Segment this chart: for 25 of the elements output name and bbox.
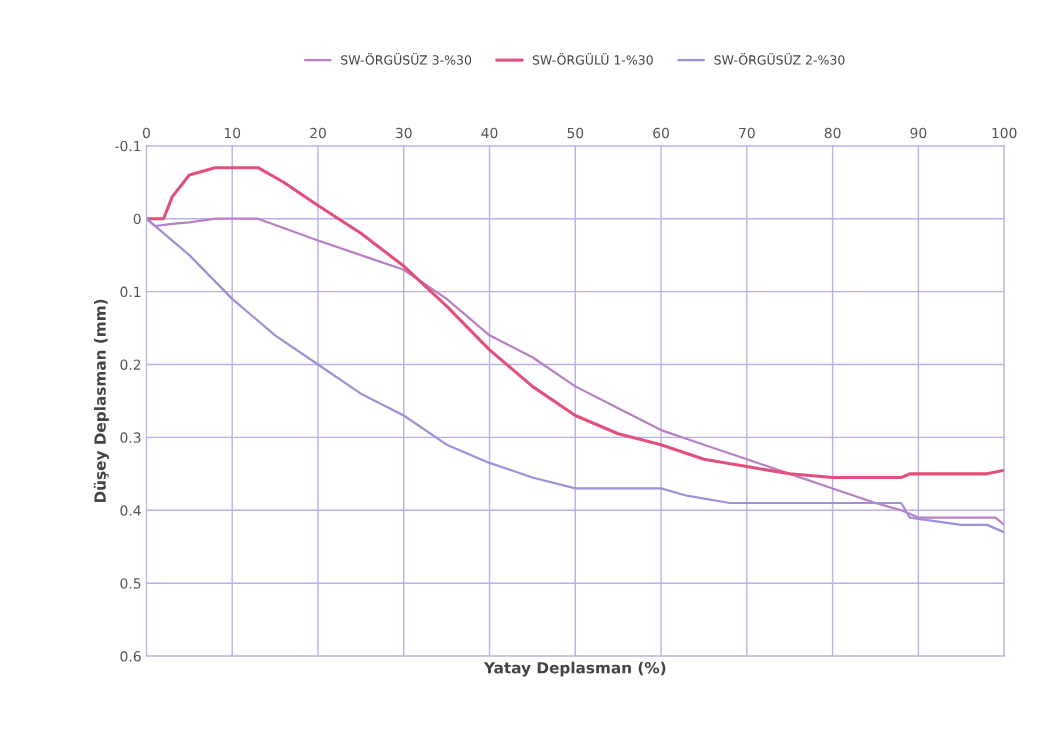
x-tick-label: 40 [481, 127, 498, 139]
y-tick-label: 0.3 [120, 432, 141, 443]
y-axis-title: Düşey Deplasman (mm) [93, 299, 109, 503]
y-tick-label: 0.5 [120, 578, 141, 589]
x-tick-label: 50 [567, 127, 584, 139]
x-tick-label: 60 [653, 127, 669, 139]
legend-label: SW-ÖRGÜSÜZ 3-%30 [341, 53, 472, 65]
legend-label: SW-ÖRGÜSÜZ 2-%30 [714, 53, 845, 65]
y-tick-label: 0.4 [120, 505, 141, 516]
y-tick-label: 0.1 [120, 286, 141, 298]
x-tick-label: 10 [224, 127, 241, 139]
x-tick-label: 100 [992, 127, 1017, 139]
line-series [146, 166, 1005, 480]
y-tick-label: 0.2 [120, 359, 141, 370]
x-tick-label: 20 [310, 127, 326, 139]
legend-label: SW-ÖRGÜLÜ 1-%30 [532, 53, 653, 65]
y-tick-label: 0.6 [120, 651, 141, 662]
y-tick-label: -0.1 [115, 140, 141, 152]
x-tick-label: 90 [910, 127, 927, 139]
x-tick-label: 70 [739, 127, 755, 139]
y-tick-label: 0 [133, 213, 141, 225]
x-tick-label: 30 [395, 127, 412, 139]
x-tick-label: 0 [142, 127, 150, 139]
x-tick-label: 80 [824, 127, 841, 139]
x-axis-title: Yatay Deplasman (%) [483, 661, 666, 677]
